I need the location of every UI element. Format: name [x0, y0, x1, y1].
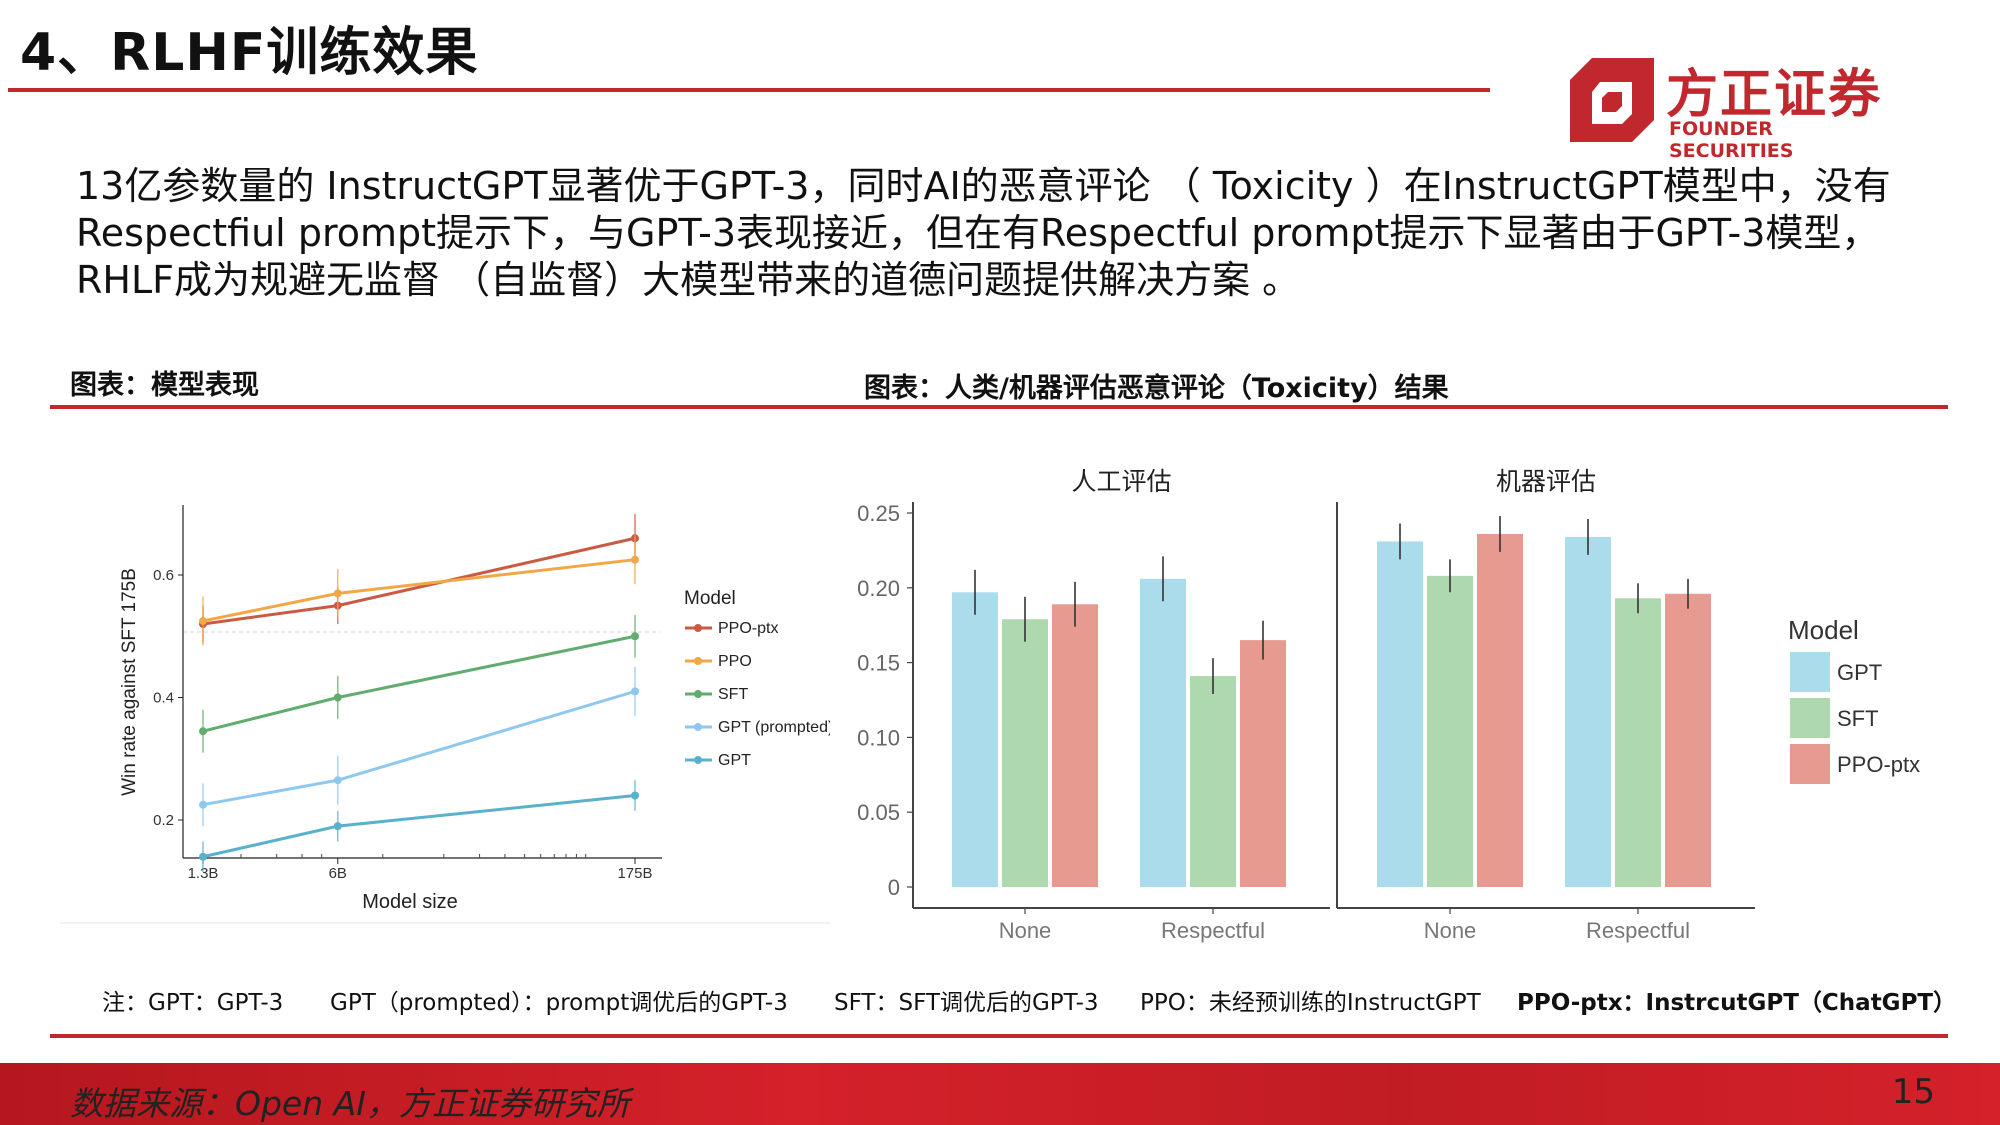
footnote-sft: SFT：SFT调优后的GPT-3 [834, 990, 1099, 1016]
legend-label: PPO-ptx [718, 620, 778, 637]
legend-label: SFT [718, 686, 748, 703]
bar [1377, 541, 1423, 887]
data-point [333, 589, 342, 598]
bar [1140, 578, 1186, 887]
footer-bar: 数据来源：Open AI，方正证券研究所 15 [0, 1063, 2000, 1125]
legend-label: GPT [718, 752, 751, 769]
y-tick-label: 0.10 [857, 725, 900, 750]
legend-swatch [1790, 652, 1830, 692]
x-tick-label: 6B [329, 865, 347, 882]
x-tick-label: 1.3B [188, 865, 219, 882]
legend-title: Model [1788, 615, 1859, 645]
company-logo: 方正证券 FOUNDER SECURITIES [1570, 52, 1900, 162]
y-axis-label: Win rate against SFT 175B [119, 568, 140, 796]
footnote-ppo-ptx: PPO-ptx：InstrcutGPT（ChatGPT） [1517, 990, 1957, 1016]
legend-label: GPT (prompted) [718, 719, 833, 736]
facet-title: 机器评估 [1496, 468, 1596, 496]
data-point [333, 776, 342, 785]
bar [1615, 598, 1661, 887]
data-point [333, 822, 342, 831]
bar-chart: 0 0.05 0.10 0.15 0.20 0.25 人工评估 None Respectful 机… [830, 450, 1960, 950]
intro-line: 13亿参数量的 InstructGPT显著优于GPT-3，同时AI的恶意评论 （… [76, 164, 1891, 208]
y-tick-label: 0 [888, 875, 900, 900]
legend-label: GPT [1837, 660, 1882, 685]
x-tick-label: Respectful [1586, 918, 1690, 943]
y-tick-label: 0.6 [153, 567, 174, 584]
y-tick-label: 0.15 [857, 651, 900, 676]
data-point [199, 800, 207, 809]
bar [1190, 676, 1236, 887]
x-tick-label: None [999, 918, 1052, 943]
logo-text-en: FOUNDER SECURITIES [1669, 118, 1794, 162]
x-tick-label: Respectful [1161, 918, 1265, 943]
intro-line: Respectfiul prompt提示下，与GPT-3表现接近，但在有Resp… [76, 211, 1880, 255]
logo-mark-icon [1570, 58, 1654, 142]
y-tick-label: 0.05 [857, 800, 900, 825]
line-chart-background [60, 460, 850, 925]
legend-swatch-point [694, 624, 702, 632]
intro-line: RHLF成为规避无监督 （自监督）大模型带来的道德问题提供解决方案 。 [76, 258, 1301, 302]
bar [1052, 604, 1098, 887]
slide-title: 4、RLHF训练效果 [20, 23, 479, 83]
x-axis-label: Model size [362, 891, 458, 913]
y-tick-label: 0.20 [857, 576, 900, 601]
data-point [631, 791, 639, 800]
data-point [333, 693, 342, 702]
legend-swatch-point [694, 690, 702, 698]
y-tick-label: 0.4 [153, 690, 174, 707]
x-tick-label: None [1424, 918, 1477, 943]
bar [952, 592, 998, 887]
bar [1477, 533, 1523, 887]
footnote-gpt-prompted: GPT（prompted）：prompt调优后的GPT-3 [330, 990, 788, 1016]
legend-label: SFT [1837, 706, 1879, 731]
bar [1665, 593, 1711, 887]
title-rule [8, 88, 1490, 92]
y-tick-label: 0.25 [857, 501, 900, 526]
bar [1240, 640, 1286, 887]
legend-swatch [1790, 744, 1830, 784]
legend-swatch-point [694, 723, 702, 731]
legend-swatch [1790, 698, 1830, 738]
page-number: 15 [1891, 1072, 1935, 1112]
data-point [199, 616, 207, 625]
line-chart: 0.2 0.4 0.6 1.3B 6B 175B Model size Win rate ag… [60, 460, 850, 925]
footnote-rule [50, 1034, 1948, 1038]
caption-toxicity-results: 图表：人类/机器评估恶意评论（Toxicity）结果 [864, 373, 1449, 404]
intro-text: 13亿参数量的 InstructGPT显著优于GPT-3，同时AI的恶意评论 （… [76, 163, 1956, 304]
bar [1002, 619, 1048, 887]
data-point [631, 555, 639, 564]
caption-model-performance: 图表：模型表现 [70, 370, 259, 401]
facet-title: 人工评估 [1071, 468, 1171, 496]
logo-text-cn: 方正证券 [1666, 65, 1883, 125]
legend-swatch-point [694, 756, 702, 764]
bar [1565, 536, 1611, 887]
data-point [631, 687, 639, 696]
data-point [199, 852, 207, 861]
legend-label: PPO-ptx [1837, 752, 1920, 777]
footnote-ppo: PPO：未经预训练的InstructGPT [1140, 990, 1481, 1016]
legend-title: Model [684, 588, 736, 609]
data-source: 数据来源：Open AI，方正证券研究所 [70, 1084, 630, 1123]
data-point [631, 632, 639, 641]
legend-label: PPO [718, 653, 752, 670]
footnote-gpt: 注：GPT：GPT-3 [102, 990, 284, 1016]
data-point [199, 727, 207, 736]
bar [1427, 575, 1473, 887]
y-tick-label: 0.2 [153, 812, 174, 829]
x-tick-label: 175B [617, 865, 652, 882]
caption-rule [50, 405, 1948, 409]
legend-swatch-point [694, 657, 702, 665]
